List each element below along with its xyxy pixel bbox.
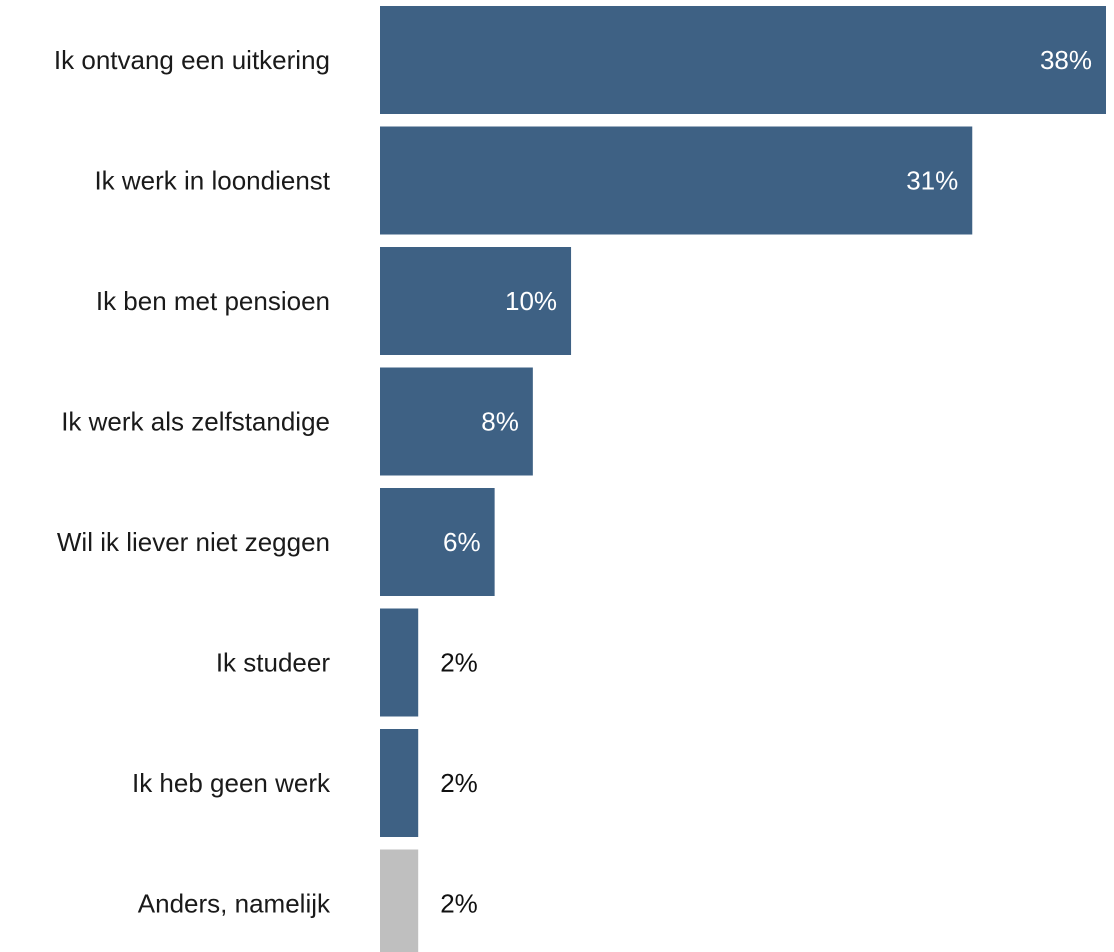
bar — [380, 247, 572, 355]
bar — [380, 6, 1106, 114]
bar — [380, 729, 419, 837]
category-labels: Ik ontvang een uitkering Ik werk in loond… — [54, 45, 331, 919]
bar — [380, 488, 495, 596]
value-label: 2% — [440, 648, 478, 678]
bars — [380, 6, 1106, 952]
value-label: 31% — [906, 166, 958, 196]
value-label: 2% — [440, 889, 478, 919]
value-labels: 38% 31% 10% 8% 6% 2% 2% 2% — [440, 45, 1092, 919]
category-label: Ik werk in loondienst — [94, 166, 330, 196]
bar — [380, 849, 419, 952]
value-label: 6% — [443, 527, 481, 557]
bar — [380, 126, 973, 235]
value-label: 8% — [481, 407, 519, 437]
category-label: Ik studeer — [216, 648, 331, 678]
bar — [380, 608, 419, 717]
category-label: Ik heb geen werk — [132, 768, 331, 798]
value-label: 2% — [440, 768, 478, 798]
bar — [380, 367, 533, 476]
category-label: Ik ben met pensioen — [96, 286, 330, 316]
value-label: 10% — [505, 286, 557, 316]
category-label: Ik ontvang een uitkering — [54, 45, 330, 75]
category-label: Wil ik liever niet zeggen — [57, 527, 330, 557]
category-label: Ik werk als zelfstandige — [61, 407, 330, 437]
category-label: Anders, namelijk — [138, 889, 331, 919]
value-label: 38% — [1040, 45, 1092, 75]
